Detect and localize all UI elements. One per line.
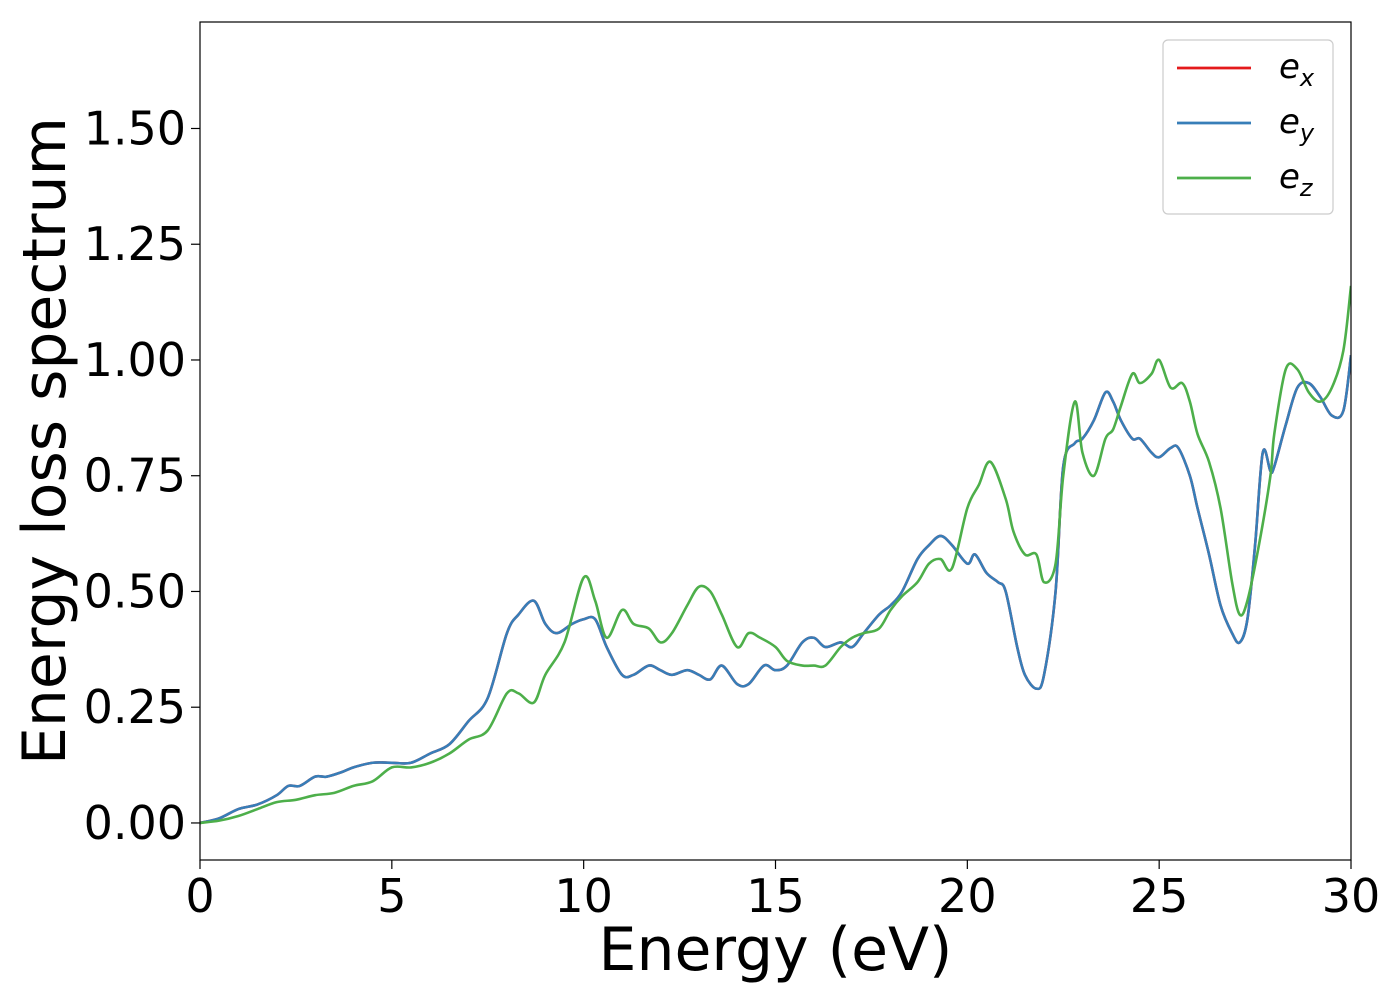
series-line-e-y bbox=[200, 355, 1351, 825]
y-axis: 0.00 0.25 0.50 0.75 1.00 1.25 1.50 bbox=[84, 101, 200, 850]
y-tick-label: 0.75 bbox=[84, 449, 186, 503]
x-tick-label: 10 bbox=[554, 869, 613, 923]
x-tick-label: 15 bbox=[746, 869, 805, 923]
x-axis-title: Energy (eV) bbox=[599, 915, 953, 985]
y-axis-title: Energy loss spectrum bbox=[10, 117, 80, 765]
x-tick-label: 20 bbox=[938, 869, 997, 923]
legend: ex ey ez bbox=[1162, 39, 1334, 215]
legend-box bbox=[1162, 39, 1334, 215]
series-line-e-z bbox=[200, 285, 1351, 825]
y-tick-label: 0.00 bbox=[84, 796, 186, 850]
legend-label-y: ey bbox=[1279, 102, 1315, 147]
y-tick-label: 0.50 bbox=[84, 564, 186, 618]
y-tick-label: 1.50 bbox=[84, 101, 186, 155]
x-tick-label: 25 bbox=[1130, 869, 1189, 923]
legend-label-z: ez bbox=[1279, 157, 1314, 202]
x-tick-label: 30 bbox=[1322, 869, 1381, 923]
x-tick-label: 0 bbox=[185, 869, 214, 923]
y-tick-label: 0.25 bbox=[84, 680, 186, 734]
x-tick-label: 5 bbox=[377, 869, 406, 923]
legend-label-x: ex bbox=[1279, 47, 1315, 92]
y-tick-label: 1.25 bbox=[84, 217, 186, 271]
x-axis: 0 5 10 15 20 25 30 bbox=[185, 860, 1380, 923]
series-layer bbox=[200, 285, 1351, 825]
y-tick-label: 1.00 bbox=[84, 333, 186, 387]
